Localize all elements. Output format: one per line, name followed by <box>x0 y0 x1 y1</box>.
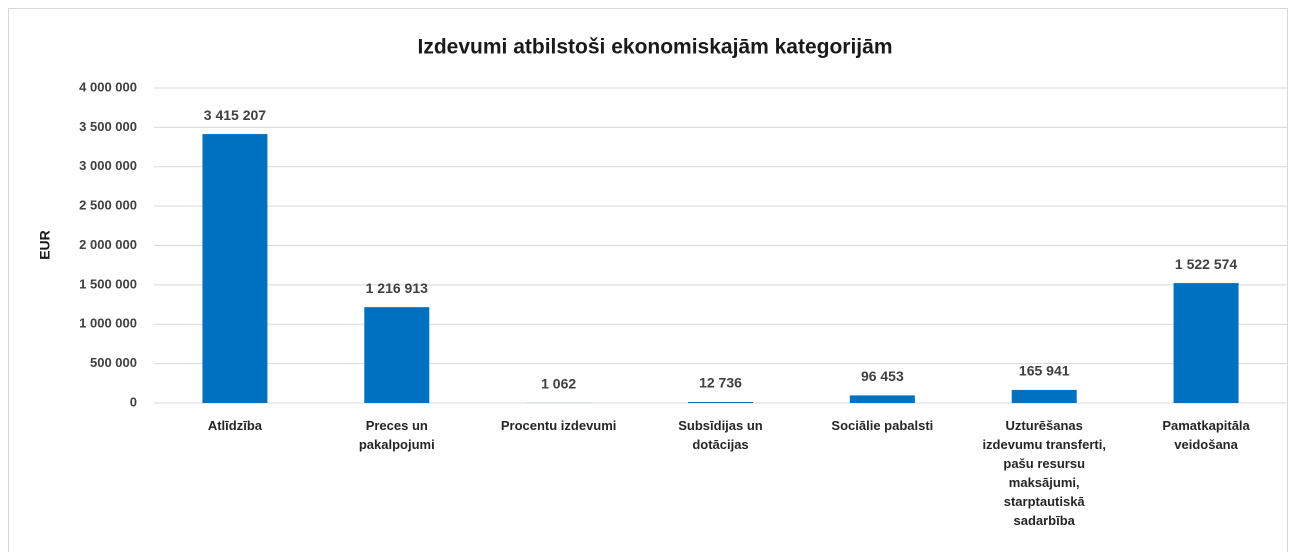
bar <box>688 401 753 403</box>
y-tick-label: 1 000 000 <box>79 316 137 331</box>
data-label: 165 941 <box>1019 363 1070 379</box>
y-tick-label: 500 000 <box>90 355 137 370</box>
y-tick-label: 2 500 000 <box>79 198 137 213</box>
x-tick-label: Atlīdzība <box>207 418 262 433</box>
bar <box>364 307 430 403</box>
y-axis-label: EUR <box>37 230 53 260</box>
y-tick-label: 4 000 000 <box>79 79 137 94</box>
x-tick-label: Subsīdijas un dotācijas <box>678 418 763 452</box>
data-label: 96 453 <box>861 368 904 384</box>
y-tick-label: 3 000 000 <box>79 158 137 173</box>
y-tick-label: 0 <box>130 394 137 409</box>
data-label: 1 062 <box>541 376 576 392</box>
bar <box>849 395 915 403</box>
bar <box>202 134 268 404</box>
x-tick-label: Sociālie pabalsti <box>831 418 934 433</box>
x-tick-label: Preces un pakalpojumi <box>358 418 435 452</box>
y-tick-label: 3 500 000 <box>79 119 137 134</box>
bar <box>1011 389 1077 403</box>
data-label: 12 736 <box>699 375 742 391</box>
data-label: 1 522 574 <box>1175 256 1237 272</box>
y-tick-label: 1 500 000 <box>79 276 137 291</box>
chart-title: Izdevumi atbilstoši ekonomiskajām katego… <box>418 36 893 59</box>
bar <box>1173 283 1239 403</box>
data-label: 3 415 207 <box>204 107 266 123</box>
data-label: 1 216 913 <box>366 280 428 296</box>
y-tick-label: 2 000 000 <box>79 237 137 252</box>
x-tick-label: Procentu izdevumi <box>500 418 617 433</box>
x-tick-label: Pamatkapitāla veidošana <box>1162 418 1250 452</box>
x-tick-label: Uzturēšanas izdevumu transferti, pašu re… <box>982 418 1106 528</box>
